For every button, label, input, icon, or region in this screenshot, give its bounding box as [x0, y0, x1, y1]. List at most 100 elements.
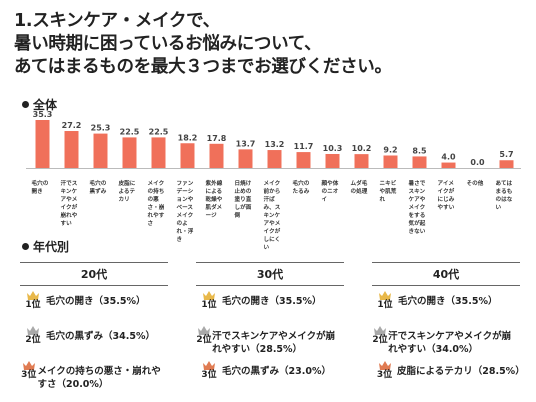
- category-label: 毛穴の黒ずみ: [89, 181, 107, 195]
- bar-value-label: 10.2: [352, 144, 372, 153]
- gold-crown-icon: [27, 291, 39, 300]
- rank-row: 3位 毛穴の黒ずみ（23.0%）: [196, 361, 344, 391]
- category-label: ファンデーションやベースメイクのよれ・浮き: [176, 181, 194, 243]
- category-label: 日焼け止めの塗り直しが面倒: [234, 181, 252, 219]
- bar: [354, 154, 369, 168]
- bar: [412, 156, 427, 168]
- age-heading-text: 年代別: [33, 240, 70, 254]
- bar: [35, 120, 50, 168]
- overall-heading: 全体: [22, 96, 57, 113]
- bar-value-label: 11.7: [294, 142, 314, 151]
- age-group-30s: 30代 1位 毛穴の開き（35.5%） 2位 汗でスキンケアやメイクが崩れやすい…: [196, 262, 344, 391]
- rank-row: 3位 皮脂によるテカリ（28.5%）: [372, 361, 525, 391]
- bar: [93, 133, 108, 168]
- bronze-crown-icon: [203, 361, 215, 370]
- rank-number: 1位: [25, 300, 41, 310]
- bar-value-label: 8.5: [412, 146, 427, 155]
- rank-row: 3位 メイクの持ちの悪さ・崩れやすさ（20.0%）: [20, 361, 168, 391]
- age-group-label: 20代: [20, 262, 168, 286]
- rank-number: 3位: [376, 370, 393, 380]
- bar: [151, 137, 166, 168]
- bar-value-label: 13.7: [236, 139, 256, 148]
- bar: [267, 150, 282, 168]
- rank-text: 毛穴の開き（35.5%）: [398, 296, 498, 307]
- age-group-20s: 20代 1位 毛穴の開き（35.5%） 2位 毛穴の黒ずみ（34.5%） 3位 …: [20, 262, 168, 391]
- bar: [325, 153, 340, 168]
- category-label: メイク前から汗ばみ、スキンケアやメイクがしにくい: [263, 181, 281, 251]
- age-group-40s: 40代 1位 毛穴の開き（35.5%） 2位 汗でスキンケアやメイクが崩れやすい…: [372, 262, 525, 391]
- bar-value-label: 22.5: [149, 127, 169, 136]
- rank-text: 毛穴の黒ずみ（34.5%）: [46, 331, 155, 342]
- rank-text: メイクの持ちの悪さ・崩れやすさ（20.0%）: [37, 366, 161, 390]
- bar: [64, 131, 79, 168]
- bronze-crown-icon: [22, 361, 35, 370]
- bar-value-label: 9.2: [383, 145, 397, 154]
- bar-value-label: 13.2: [265, 140, 285, 149]
- bar-value-label: 0.0: [470, 158, 485, 167]
- rank-number: 3位: [201, 370, 217, 380]
- overall-bar-chart: 35.3 27.2 25.3 22.5 22.5 18.2 17.8 13.7 13.2 11.7…: [26, 110, 521, 169]
- question-line-3: あてはまるものを最大３つまでお選びください。: [14, 57, 392, 77]
- gold-crown-icon: [203, 291, 215, 300]
- rank-row: 1位 毛穴の開き（35.5%）: [20, 291, 168, 321]
- category-label: 皮脂によるテカリ: [118, 181, 136, 203]
- bar: [383, 155, 398, 168]
- category-label: 紫外線による乾燥や肌ダメージ: [205, 181, 223, 219]
- rank-row: 1位 毛穴の開き（35.5%）: [372, 291, 520, 321]
- bar-value-label: 25.3: [91, 124, 111, 133]
- bar-value-label: 4.0: [441, 153, 456, 162]
- rank-number: 3位: [21, 370, 37, 380]
- rank-text: 毛穴の開き（35.5%）: [46, 296, 146, 307]
- overall-heading-text: 全体: [33, 98, 58, 112]
- bar-value-label: 27.2: [62, 121, 82, 130]
- bar: [238, 149, 253, 168]
- bar-value-label: 22.5: [120, 127, 140, 136]
- rank-text: 毛穴の黒ずみ（23.0%）: [222, 366, 331, 377]
- bar: [441, 162, 456, 168]
- bar: [180, 143, 195, 168]
- bullet-dot-icon: [22, 243, 29, 250]
- rank-text: 汗でスキンケアやメイクが崩れやすい（34.0%）: [388, 331, 512, 355]
- rank-number: 2位: [25, 335, 41, 345]
- rank-number: 1位: [377, 300, 393, 310]
- category-label: メイクの持ちの悪さ・崩れやすさ: [147, 181, 165, 227]
- category-label: 顔や体のニオイ: [321, 181, 339, 203]
- rank-row: 2位 汗でスキンケアやメイクが崩れやすい（34.0%）: [372, 326, 520, 356]
- bar: [209, 143, 224, 168]
- silver-crown-icon: [374, 326, 387, 335]
- rank-text: 毛穴の開き（35.5%）: [222, 296, 322, 307]
- category-label: 毛穴の開き: [31, 181, 49, 195]
- question-line-1: 1.スキンケア・メイクで、: [14, 11, 220, 31]
- bar: [296, 152, 311, 168]
- age-group-label: 30代: [196, 262, 344, 286]
- rank-number: 1位: [201, 300, 217, 310]
- category-label: 暑さでスキンケアやメイクをする気が起きない: [408, 181, 426, 235]
- category-label: 毛穴のたるみ: [292, 181, 310, 195]
- bronze-crown-icon: [378, 361, 391, 370]
- bar-value-label: 35.3: [33, 110, 53, 119]
- age-group-label: 40代: [372, 262, 520, 286]
- gold-crown-icon: [379, 291, 391, 300]
- bar-value-label: 17.8: [207, 134, 227, 143]
- rank-text: 皮脂によるテカリ（28.5%）: [397, 366, 525, 377]
- silver-crown-icon: [198, 326, 211, 335]
- category-label: その他: [466, 181, 484, 187]
- rank-number: 2位: [196, 335, 212, 345]
- category-label: アイメイクがにじみやすい: [437, 181, 455, 211]
- category-label: ニキビや肌荒れ: [379, 181, 397, 203]
- silver-crown-icon: [27, 326, 39, 335]
- rank-row: 1位 毛穴の開き（35.5%）: [196, 291, 344, 321]
- age-heading: 年代別: [22, 238, 69, 255]
- bar-value-label: 10.3: [323, 144, 343, 153]
- category-label: ムダ毛の処理: [350, 181, 368, 195]
- rank-row: 2位 毛穴の黒ずみ（34.5%）: [20, 326, 168, 356]
- rank-number: 2位: [372, 335, 388, 345]
- bullet-dot-icon: [22, 101, 29, 108]
- bar: [499, 160, 514, 168]
- bar: [122, 137, 137, 168]
- question-title: 1.スキンケア・メイクで、 暑い時期に困っているお悩みについて、 あてはまるもの…: [14, 10, 524, 79]
- bar-value-label: 18.2: [178, 133, 198, 142]
- bar-value-label: 5.7: [499, 150, 513, 159]
- question-line-2: 暑い時期に困っているお悩みについて、: [14, 34, 322, 54]
- category-label: あてはまるものはない: [495, 181, 513, 211]
